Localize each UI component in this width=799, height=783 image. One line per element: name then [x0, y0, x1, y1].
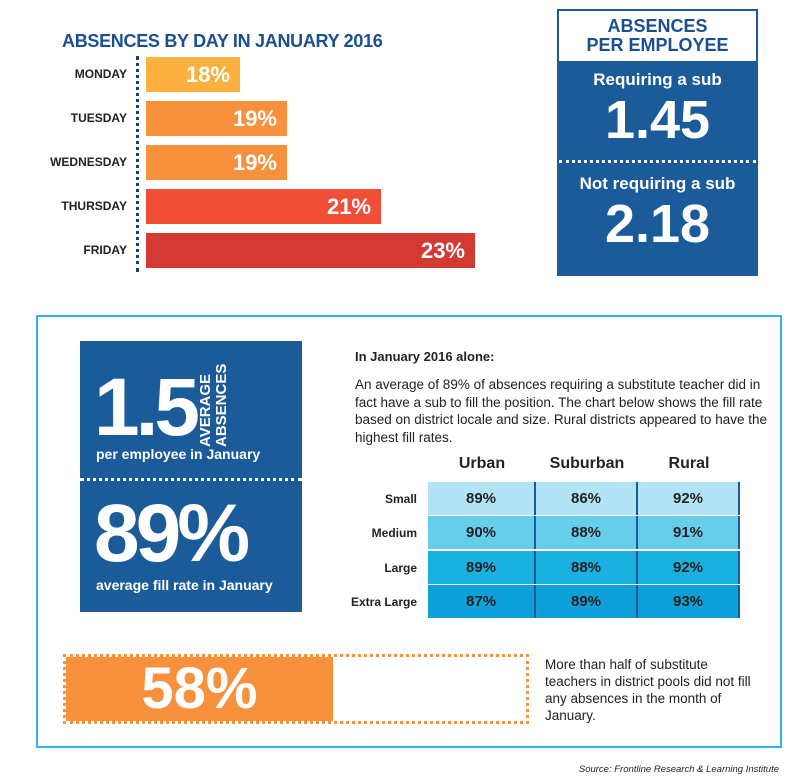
column-header: Suburban [549, 455, 625, 472]
bar: 18% [146, 57, 240, 92]
pool-text: More than half of substitute teachers in… [545, 657, 751, 723]
title-line: PER EMPLOYEE [586, 35, 729, 55]
box-body: Requiring a sub 1.45 Not requiring a sub… [559, 61, 756, 274]
stat-value: 1.45 [604, 90, 711, 150]
value-label: 19% [232, 150, 277, 175]
divider [80, 478, 302, 481]
category-label: THURSDAY [61, 199, 127, 213]
table-cell: 92% [638, 482, 740, 515]
divider [559, 160, 756, 163]
side-label: AVERAGE ABSENCES [197, 363, 230, 447]
table-cell: 89% [428, 482, 536, 515]
value-label: 19% [232, 106, 277, 131]
category-label: FRIDAY [83, 243, 127, 257]
caption: per employee in January [96, 446, 261, 462]
box-title: ABSENCES PER EMPLOYEE [559, 11, 756, 61]
table-cell: 89% [428, 550, 536, 584]
chart-title: ABSENCES BY DAY IN JANUARY 2016 [62, 31, 383, 51]
category-label: TUESDAY [70, 111, 127, 125]
bar: 23% [146, 233, 475, 268]
pool-bar [66, 657, 333, 721]
table-cell: 86% [536, 482, 638, 515]
value-label: 18% [185, 62, 230, 87]
table-cell: 88% [536, 550, 638, 584]
table-cell: 92% [638, 550, 740, 584]
highlight-box: 1.5 AVERAGE ABSENCES per employee in Jan… [80, 341, 302, 612]
per-employee-box: ABSENCES PER EMPLOYEE Requiring a sub 1.… [557, 9, 758, 276]
stat-value: 2.18 [604, 194, 711, 254]
category-label: WEDNESDAY [50, 155, 127, 169]
pool-value: 58% [141, 656, 258, 721]
table-cell: 87% [428, 584, 536, 618]
row-label: Small [384, 492, 417, 506]
table-cell: 88% [536, 516, 638, 550]
pool-bar-track: 58% [63, 654, 529, 724]
side-line: AVERAGE [197, 373, 214, 447]
stat-label: Not requiring a sub [579, 174, 736, 193]
stat-label: Requiring a sub [593, 70, 722, 89]
big-number: 1.5 [94, 362, 200, 453]
table-cell: 91% [638, 516, 740, 550]
intro-heading: In January 2016 alone: [355, 349, 495, 364]
table-cell: 89% [536, 584, 638, 618]
title-line: ABSENCES [607, 16, 708, 36]
value-label: 21% [326, 194, 371, 219]
column-header: Urban [458, 455, 506, 472]
category-label: MONDAY [74, 67, 127, 81]
fill-rate-panel [36, 315, 782, 748]
row-label: Extra Large [350, 594, 417, 609]
intro-text: An average of 89% of absences requiring … [355, 377, 767, 445]
big-number: 89% [94, 488, 250, 579]
side-line: ABSENCES [213, 363, 230, 447]
bar: 19% [146, 101, 287, 136]
value-label: 23% [420, 238, 465, 263]
row-label: Medium [371, 526, 417, 541]
source: Source: Frontline Research & Learning In… [578, 764, 779, 775]
bar: 21% [146, 189, 381, 224]
axis-line [136, 56, 139, 272]
table-cell: 93% [638, 584, 740, 618]
column-header: Rural [668, 455, 710, 472]
caption: average fill rate in January [96, 577, 273, 593]
row-label: Large [384, 560, 417, 575]
bar: 19% [146, 145, 287, 180]
table-cell: 90% [428, 516, 536, 550]
